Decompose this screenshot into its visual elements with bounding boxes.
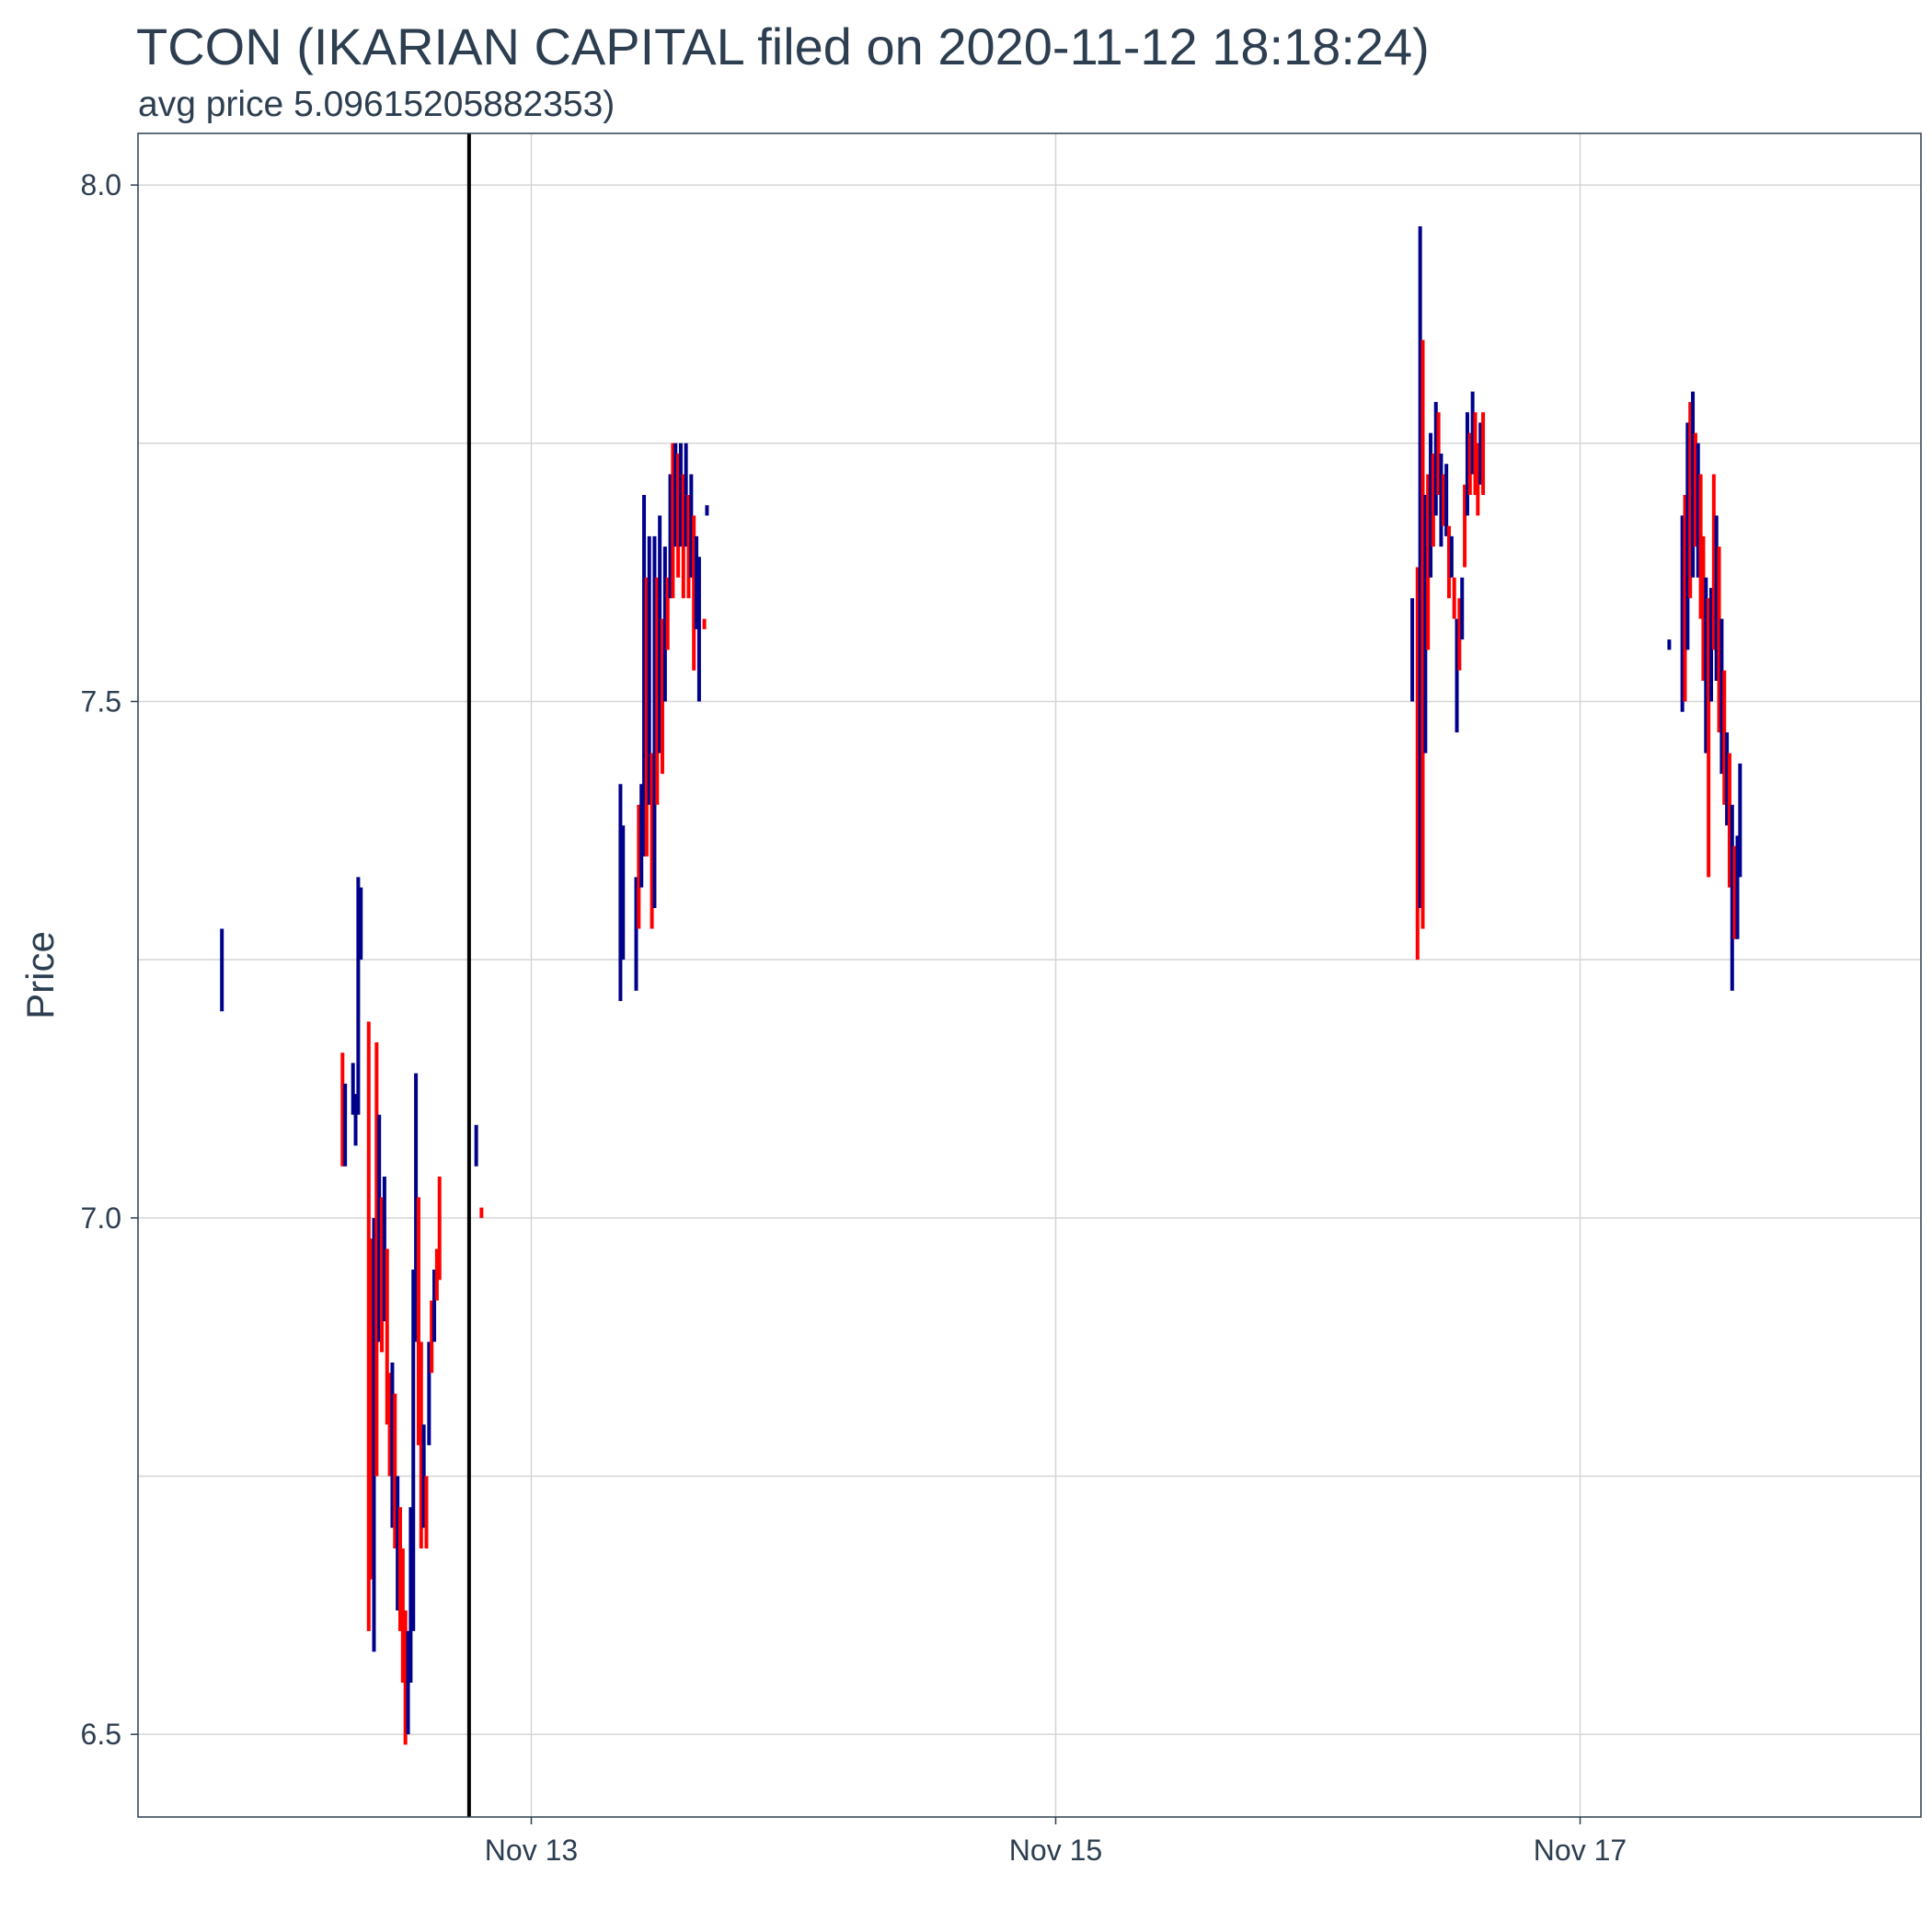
candle-series: [220, 226, 1742, 1745]
y-axis-label: Price: [18, 931, 62, 1019]
x-tick-label: Nov 15: [1009, 1834, 1102, 1867]
chart-title: TCON (IKARIAN CAPITAL filed on 2020-11-1…: [136, 17, 1430, 75]
x-axis-ticks: Nov 13 Nov 15 Nov 17: [485, 1817, 1627, 1867]
y-tick-label: 6.5: [81, 1718, 121, 1751]
grid-lines: [138, 133, 1921, 1817]
x-tick-label: Nov 17: [1534, 1834, 1627, 1867]
y-axis-ticks: 6.5 7.0 7.5 8.0: [81, 168, 138, 1751]
plot-panel-border: [137, 132, 1922, 1818]
chart-subtitle: avg price 5.09615205882353): [138, 85, 615, 124]
x-tick-label: Nov 13: [485, 1834, 578, 1867]
y-tick-label: 8.0: [81, 168, 121, 201]
y-tick-label: 7.5: [81, 684, 121, 718]
y-tick-label: 7.0: [81, 1202, 121, 1235]
